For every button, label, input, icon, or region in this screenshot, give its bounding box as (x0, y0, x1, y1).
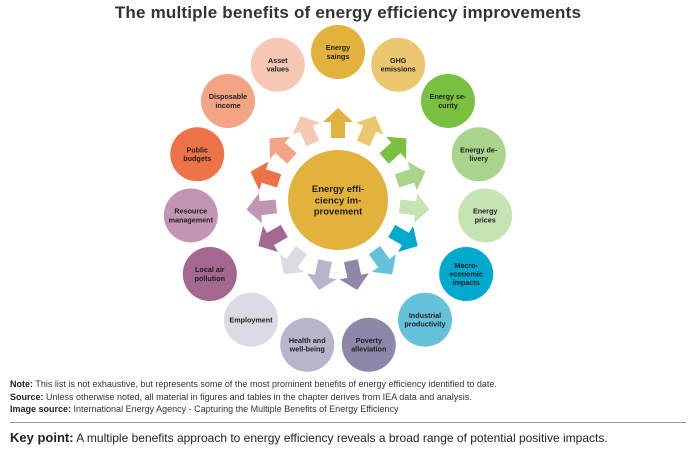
benefit-label: pollution (195, 274, 225, 283)
arrow-6 (368, 246, 396, 275)
arrow-3 (394, 161, 426, 191)
arrow-0 (323, 108, 353, 138)
benefit-label: Resource (174, 207, 207, 216)
arrow-1 (356, 116, 384, 147)
divider (10, 422, 686, 423)
key-point-label: Key point: (10, 430, 74, 445)
benefit-label: Disposable (209, 92, 247, 101)
benefit-circle (420, 73, 475, 128)
center-label: ciency im- (315, 195, 361, 206)
arrow-ring (246, 108, 430, 290)
arrow-5 (388, 224, 418, 252)
benefit-item: Energy se-curity (420, 73, 475, 128)
note-line: Note: This list is not exhaustive, but r… (10, 378, 690, 391)
benefit-item: Employment (224, 292, 279, 347)
benefit-circle (371, 37, 426, 92)
benefit-label: impacts (453, 278, 480, 287)
source-line: Source: Unless otherwise noted, all mate… (10, 391, 690, 404)
benefit-label: management (169, 215, 214, 224)
arrow-2 (379, 136, 407, 164)
benefit-label: curity (438, 101, 458, 110)
arrow-7 (339, 259, 369, 290)
benefit-label: Energy se- (430, 92, 467, 101)
arrow-13 (269, 136, 297, 164)
benefit-label: prices (475, 215, 496, 224)
center-label: provement (314, 207, 363, 218)
benefit-label: income (215, 101, 240, 110)
arrow-11 (246, 193, 278, 224)
benefit-label: Industrial (409, 311, 441, 320)
benefit-label: Poverty (356, 336, 382, 345)
center-group: Energy effi-ciency im-provement (288, 150, 388, 250)
benefit-circle (201, 73, 256, 128)
image-source-line: Image source: International Energy Agenc… (10, 403, 690, 416)
benefit-label: Energy (473, 207, 497, 216)
benefit-label: budgets (183, 154, 211, 163)
arrow-14 (292, 116, 320, 147)
source-text: Unless otherwise noted, all material in … (43, 391, 472, 402)
benefit-label: Macro- (454, 261, 478, 270)
source-label: Source: (10, 391, 44, 402)
arrow-8 (307, 259, 337, 290)
benefit-circle (224, 292, 279, 347)
benefit-label: Public (186, 145, 208, 154)
benefit-circle (458, 188, 513, 243)
benefit-circle (163, 188, 218, 243)
arrow-9 (280, 246, 308, 275)
benefit-label: values (267, 65, 289, 74)
image-source-label: Image source: (10, 404, 72, 414)
center-label: Energy effi- (312, 184, 364, 195)
arrow-10 (258, 224, 288, 252)
benefit-label: Asset (268, 56, 288, 65)
note-label: Note: (10, 379, 33, 389)
benefit-label: Energy (326, 43, 350, 52)
benefit-item: Energy de-livery (451, 127, 506, 182)
benefit-circle (397, 292, 452, 347)
benefit-label: Local air (195, 265, 225, 274)
note-text: This list is not exhaustive, but represe… (33, 379, 497, 389)
benefit-circle (280, 317, 335, 372)
benefit-label: alleviation (351, 345, 386, 354)
arrow-12 (250, 161, 282, 191)
benefit-label: well-being (289, 345, 325, 354)
figure-title: The multiple benefits of energy efficien… (114, 3, 582, 22)
benefit-label: economic (449, 270, 483, 279)
key-point-text: A multiple benefits approach to energy e… (73, 431, 608, 445)
benefit-label: Employment (229, 315, 273, 324)
figure-notes: Note: This list is not exhaustive, but r… (10, 378, 690, 416)
center-circle (288, 150, 388, 250)
benefit-label: emissions (381, 65, 416, 74)
benefit-label: livery (469, 154, 488, 163)
benefit-circle (170, 127, 225, 182)
key-point: Key point: A multiple benefits approach … (10, 430, 690, 445)
benefit-label: Energy de- (460, 145, 498, 154)
image-source-text: International Energy Agency - Capturing … (71, 404, 399, 414)
arrow-4 (398, 193, 430, 224)
benefit-circle (311, 25, 365, 79)
benefit-label: productivity (404, 320, 445, 329)
benefit-circle (451, 127, 506, 182)
benefit-label: Health and (289, 336, 326, 345)
benefit-circle (439, 247, 494, 301)
benefit-label: saings (327, 52, 350, 61)
benefit-circle (341, 317, 396, 372)
benefit-circle (182, 247, 237, 301)
benefit-circle (250, 37, 305, 92)
benefit-label: GHG (390, 56, 407, 65)
